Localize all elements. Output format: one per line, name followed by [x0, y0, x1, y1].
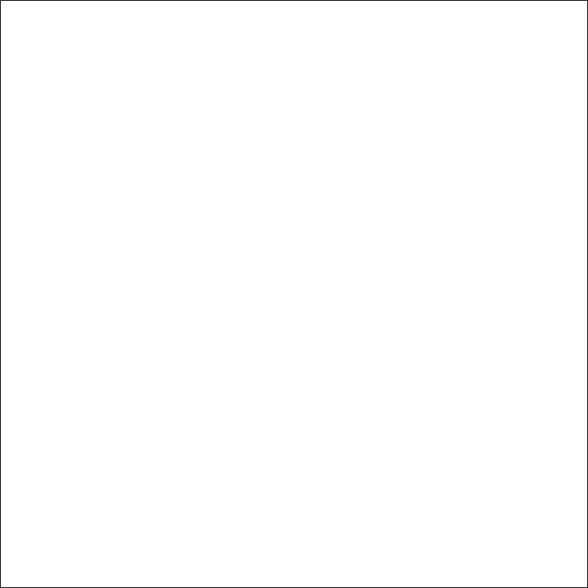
window-frame [0, 0, 588, 588]
blank-content-area [2, 2, 586, 586]
